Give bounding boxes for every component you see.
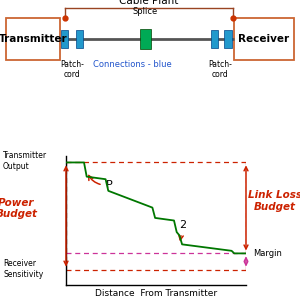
Text: P: P bbox=[89, 176, 112, 190]
Bar bbox=[224, 30, 232, 48]
Bar bbox=[140, 29, 151, 49]
Text: Patch-
cord: Patch- cord bbox=[208, 60, 232, 80]
Bar bbox=[211, 30, 218, 48]
Text: 2: 2 bbox=[179, 220, 187, 240]
Bar bbox=[76, 30, 83, 48]
FancyBboxPatch shape bbox=[234, 18, 294, 60]
Text: Splice: Splice bbox=[133, 7, 158, 16]
Text: Link Loss
Budget: Link Loss Budget bbox=[248, 190, 300, 212]
Bar bbox=[61, 30, 68, 48]
Text: Connections - blue: Connections - blue bbox=[93, 60, 171, 69]
Text: Receiver: Receiver bbox=[238, 34, 290, 44]
Text: Margin: Margin bbox=[254, 249, 282, 258]
X-axis label: Distance  From Transmitter: Distance From Transmitter bbox=[95, 289, 217, 298]
Text: Power
Budget: Power Budget bbox=[0, 198, 38, 219]
Text: Receiver
Sensitivity: Receiver Sensitivity bbox=[3, 260, 43, 279]
Text: Cable Plant: Cable Plant bbox=[119, 0, 178, 6]
Text: Transmitter
Output: Transmitter Output bbox=[3, 152, 47, 171]
Text: Patch-
cord: Patch- cord bbox=[60, 60, 84, 80]
FancyBboxPatch shape bbox=[6, 18, 60, 60]
Text: Transmitter: Transmitter bbox=[0, 34, 67, 44]
